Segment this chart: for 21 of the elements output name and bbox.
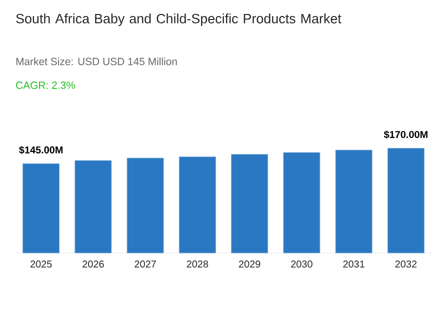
x-tick-label: 2029 — [238, 260, 260, 268]
chart-title: South Africa Baby and Child-Specific Products Market — [16, 14, 342, 26]
bar — [74, 160, 112, 254]
x-tick-label: 2028 — [186, 260, 208, 268]
data-label: $170.00M — [384, 130, 428, 139]
x-tick-label: 2030 — [291, 260, 312, 268]
x-tick-label: 2032 — [395, 260, 417, 268]
x-tick-label: 2031 — [343, 260, 364, 268]
bar — [335, 150, 372, 254]
bar — [22, 163, 60, 254]
data-label: $145.00M — [19, 146, 63, 154]
bar — [231, 154, 268, 254]
bar — [387, 148, 424, 254]
text: CAGR: 2.3% — [16, 82, 76, 89]
x-tick-label: 2027 — [134, 260, 156, 268]
bar — [178, 156, 216, 254]
x-tick-label: 2026 — [82, 260, 104, 268]
bar — [126, 158, 164, 254]
bar — [283, 152, 320, 254]
chart-subtitle: Market Size: USD USD 145 Million — [16, 58, 177, 66]
x-tick-label: 2025 — [30, 260, 52, 268]
